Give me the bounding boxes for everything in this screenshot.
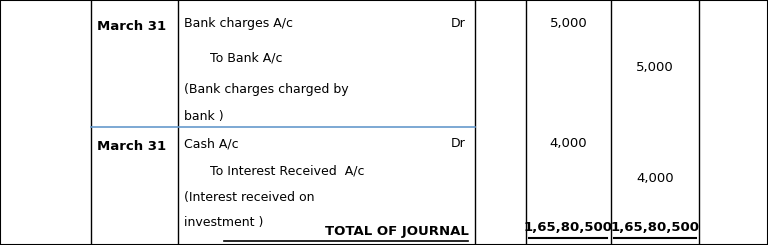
Text: Cash A/c: Cash A/c — [184, 137, 239, 150]
Text: 1,65,80,500: 1,65,80,500 — [524, 221, 613, 234]
Text: 1,65,80,500: 1,65,80,500 — [611, 221, 699, 234]
Text: (Interest received on: (Interest received on — [184, 191, 315, 204]
Text: March 31: March 31 — [97, 140, 166, 153]
Text: 4,000: 4,000 — [636, 172, 674, 184]
Text: To Interest Received  A/c: To Interest Received A/c — [210, 164, 365, 177]
Text: 5,000: 5,000 — [636, 61, 674, 74]
Text: TOTAL OF JOURNAL: TOTAL OF JOURNAL — [325, 225, 468, 238]
Text: 4,000: 4,000 — [550, 137, 587, 150]
Text: 5,000: 5,000 — [549, 17, 588, 30]
Text: (Bank charges charged by: (Bank charges charged by — [184, 83, 349, 96]
Text: bank ): bank ) — [184, 110, 224, 123]
Text: To Bank A/c: To Bank A/c — [210, 51, 283, 64]
Text: Bank charges A/c: Bank charges A/c — [184, 17, 293, 30]
Text: Dr: Dr — [451, 137, 465, 150]
Text: Dr: Dr — [451, 17, 465, 30]
Text: March 31: March 31 — [97, 20, 166, 33]
Text: investment ): investment ) — [184, 216, 263, 229]
